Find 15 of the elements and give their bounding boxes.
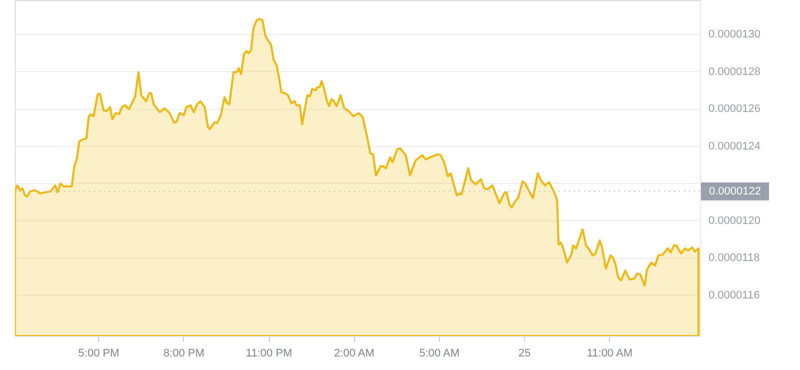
ref-line-label: 0.0000122 [709,185,761,198]
y-tick-label: 0.0000128 [708,66,760,78]
y-tick-label: 0.0000124 [708,140,760,152]
y-tick-label: 0.0000120 [708,214,760,227]
y-tick-label: 0.0000126 [708,103,760,116]
x-tick-label: 25 [518,348,531,360]
y-tick-label: 0.0000116 [708,290,760,302]
x-tick-label: 11:00 AM [586,348,633,360]
y-tick-label: 0.0000118 [708,252,760,264]
x-tick-label: 2:00 AM [334,348,374,360]
x-tick-label: 5:00 AM [419,348,460,360]
x-tick-label: 8:00 PM [163,348,204,360]
x-tick-label: 11:00 PM [246,348,292,360]
x-tick-label: 5:00 PM [78,348,120,360]
y-tick-label: 0.0000130 [708,28,760,41]
